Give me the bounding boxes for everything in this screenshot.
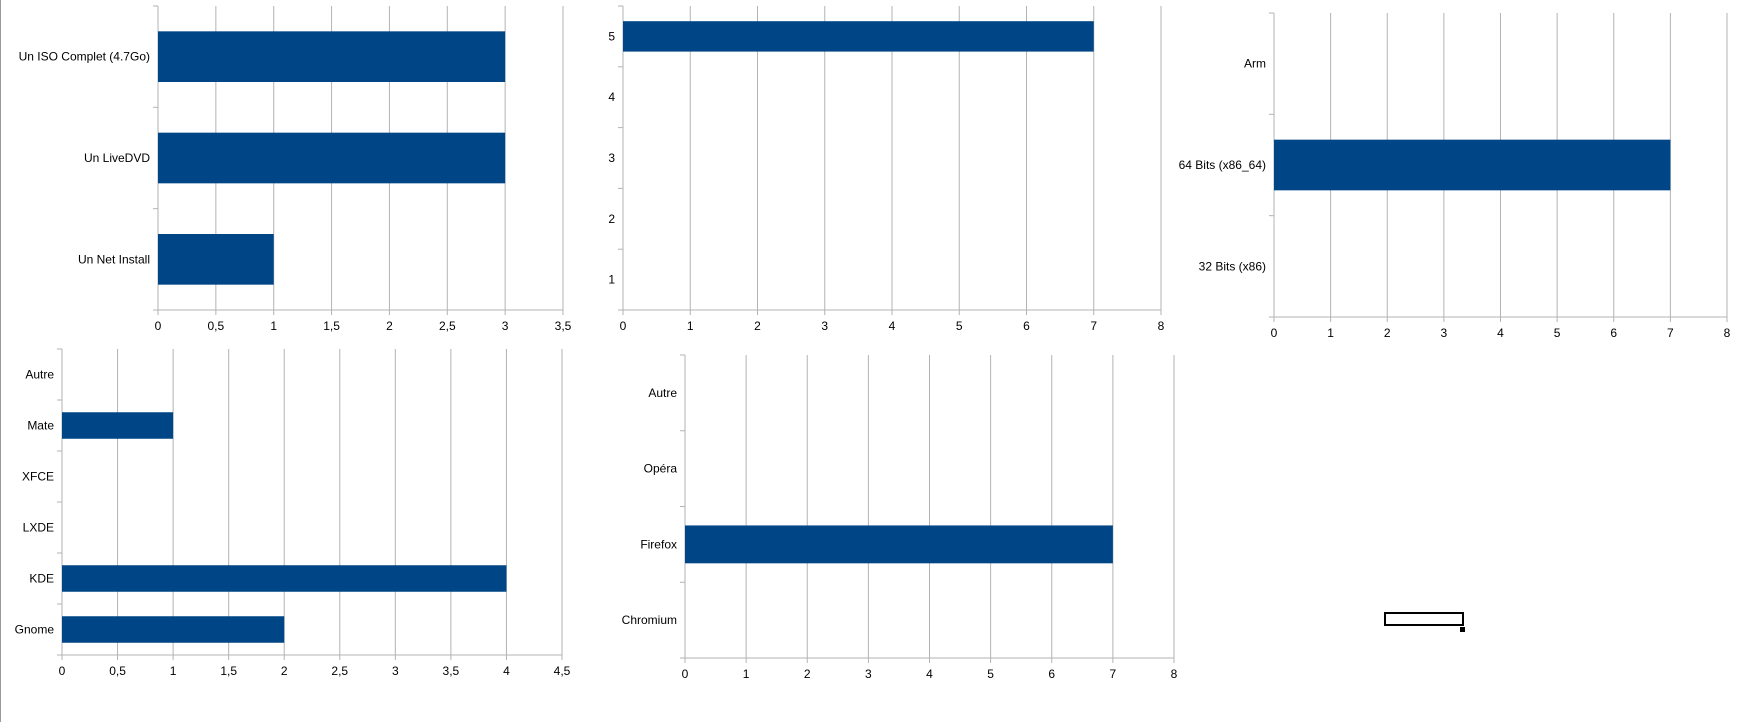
category-label: Firefox xyxy=(640,537,677,551)
bar xyxy=(62,616,285,643)
x-tick-label: 2 xyxy=(754,319,761,333)
bar xyxy=(685,525,1113,564)
x-tick-label: 6 xyxy=(1023,319,1030,333)
x-tick-label: 1 xyxy=(270,319,277,333)
category-label: Un ISO Complet (4.7Go) xyxy=(19,50,150,64)
x-tick-label: 3,5 xyxy=(443,664,460,678)
x-tick-label: 4 xyxy=(1497,326,1504,340)
x-tick-label: 2 xyxy=(281,664,288,678)
x-tick-label: 2 xyxy=(804,667,811,681)
sheet-left-border xyxy=(0,0,1,722)
category-label: Un LiveDVD xyxy=(84,151,150,165)
x-tick-label: 3 xyxy=(502,319,509,333)
x-tick-label: 4 xyxy=(926,667,933,681)
category-label: KDE xyxy=(29,572,54,586)
x-tick-label: 0,5 xyxy=(208,319,225,333)
bar xyxy=(158,31,506,82)
x-tick-label: 8 xyxy=(1724,326,1731,340)
x-tick-label: 8 xyxy=(1158,319,1165,333)
category-label: Arm xyxy=(1244,57,1266,71)
bar xyxy=(623,21,1094,52)
category-label: 32 Bits (x86) xyxy=(1199,259,1266,273)
category-label: Opéra xyxy=(644,462,678,476)
category-label: 3 xyxy=(608,151,615,165)
x-tick-label: 4 xyxy=(503,664,510,678)
x-tick-label: 5 xyxy=(987,667,994,681)
x-tick-label: 5 xyxy=(1554,326,1561,340)
category-label: 4 xyxy=(608,90,615,104)
bar xyxy=(62,565,507,592)
x-tick-label: 0,5 xyxy=(109,664,126,678)
category-label: Mate xyxy=(27,419,54,433)
x-tick-label: 3 xyxy=(865,667,872,681)
x-tick-label: 0 xyxy=(155,319,162,333)
x-tick-label: 0 xyxy=(682,667,689,681)
x-tick-label: 1,5 xyxy=(220,664,237,678)
x-tick-label: 6 xyxy=(1048,667,1055,681)
category-label: Un Net Install xyxy=(78,252,150,266)
x-tick-label: 1 xyxy=(1327,326,1334,340)
category-label: 2 xyxy=(608,212,615,226)
x-tick-label: 3 xyxy=(1441,326,1448,340)
x-tick-label: 0 xyxy=(1271,326,1278,340)
x-tick-label: 8 xyxy=(1171,667,1178,681)
chart-desktop-environment[interactable]: 0 0,5 1 1,5 2 2,5 3 3,5 4 4,5 Autre Mate XFCE LXDE KDE… xyxy=(0,0,600,722)
chart-rating[interactable]: 0 1 2 3 4 5 6 7 8 5 4 3 2 1 xyxy=(0,0,1170,722)
x-tick-label: 4 xyxy=(889,319,896,333)
x-tick-label: 4,5 xyxy=(554,664,571,678)
x-tick-label: 0 xyxy=(620,319,627,333)
category-label: 1 xyxy=(608,273,615,287)
x-tick-label: 1,5 xyxy=(323,319,340,333)
x-tick-label: 2,5 xyxy=(439,319,456,333)
x-tick-label: 2 xyxy=(386,319,393,333)
x-tick-label: 7 xyxy=(1667,326,1674,340)
x-tick-label: 3,5 xyxy=(555,319,572,333)
x-tick-label: 3 xyxy=(392,664,399,678)
category-label: Chromium xyxy=(622,613,677,627)
x-tick-label: 3 xyxy=(821,319,828,333)
category-label: 5 xyxy=(608,29,615,43)
selected-shape[interactable] xyxy=(1384,612,1464,626)
resize-handle[interactable] xyxy=(1460,627,1465,632)
x-tick-label: 1 xyxy=(687,319,694,333)
x-tick-label: 0 xyxy=(59,664,66,678)
chart-media-type[interactable]: 0 0,5 1 1,5 2 2,5 3 3,5 Un ISO Complet (4.7Go) Un… xyxy=(0,0,600,722)
category-label: LXDE xyxy=(23,521,54,535)
category-label: Autre xyxy=(25,368,54,382)
bar xyxy=(62,412,174,439)
bar xyxy=(1274,139,1671,191)
x-tick-label: 6 xyxy=(1610,326,1617,340)
x-tick-label: 1 xyxy=(170,664,177,678)
category-label: 64 Bits (x86_64) xyxy=(1179,158,1266,172)
category-label: XFCE xyxy=(22,470,54,484)
x-tick-label: 5 xyxy=(956,319,963,333)
x-tick-label: 2 xyxy=(1384,326,1391,340)
x-tick-label: 7 xyxy=(1110,667,1117,681)
chart-browser[interactable]: 0 1 2 3 4 5 6 7 8 Autre Opéra Firefox Chromium xyxy=(0,0,1180,722)
category-label: Autre xyxy=(648,386,677,400)
category-label: Gnome xyxy=(15,623,55,637)
x-tick-label: 1 xyxy=(743,667,750,681)
bar xyxy=(158,132,506,184)
bar xyxy=(158,234,274,285)
x-tick-label: 7 xyxy=(1090,319,1097,333)
x-tick-label: 2,5 xyxy=(331,664,348,678)
